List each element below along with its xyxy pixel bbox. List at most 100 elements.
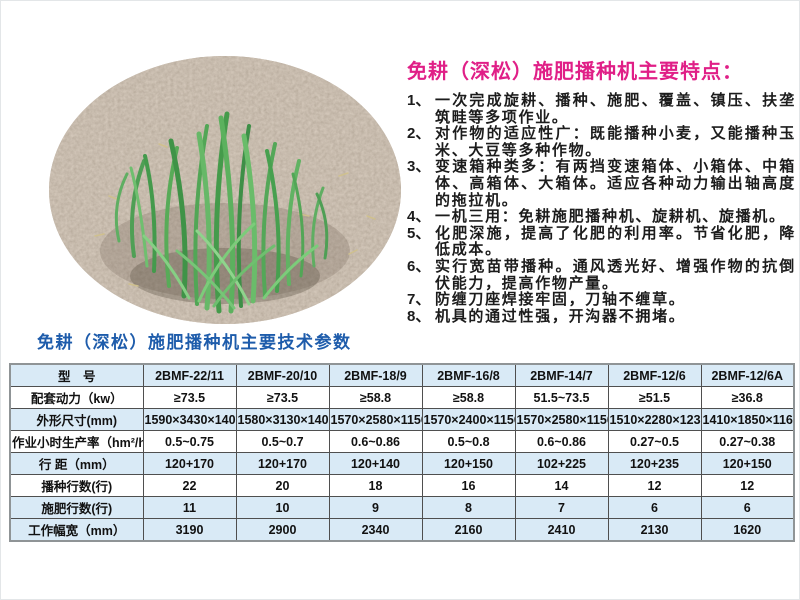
spec-value-cell: 12 xyxy=(700,474,795,497)
spec-value-cell: 16 xyxy=(421,474,516,497)
spec-value-cell: 6 xyxy=(700,496,795,519)
spec-value-cell: ≥36.8 xyxy=(700,386,795,409)
spec-value-cell: 0.6~0.86 xyxy=(328,430,423,453)
features-list: 1、 一次完成旋耕、播种、施肥、覆盖、镇压、扶垄筑畦等多项作业。 2、 对作物的适应… xyxy=(407,92,796,326)
feature-number: 3、 xyxy=(407,158,431,176)
spec-value-cell: 120+140 xyxy=(328,452,423,475)
spec-row: 播种行数(行) 22 20 18 16 14 12 12 xyxy=(9,474,795,497)
spec-value-cell: 0.5~0.7 xyxy=(235,430,330,453)
spec-value-cell: 1570×2580×1150 xyxy=(328,408,423,431)
spec-value-cell: 120+170 xyxy=(235,452,330,475)
model-name-cell: 2BMF-22/11 xyxy=(142,363,237,387)
spec-value-cell: 1510×2280×1230 xyxy=(607,408,702,431)
features-title: 免耕（深松）施肥播种机主要特点： xyxy=(407,61,743,83)
spec-value-cell: 120+235 xyxy=(607,452,702,475)
spec-value-cell: 120+170 xyxy=(142,452,237,475)
spec-value-cell: 10 xyxy=(235,496,330,519)
spec-row-label: 作业小时生产率（hm²/h） xyxy=(9,430,144,453)
feature-text: 一次完成旋耕、播种、施肥、覆盖、镇压、扶垄筑畦等多项作业。 xyxy=(435,92,796,126)
feature-number: 2、 xyxy=(407,125,431,143)
spec-row: 作业小时生产率（hm²/h）0.5~0.750.5~0.70.6~0.860.5… xyxy=(9,430,795,453)
feature-item: 1、 一次完成旋耕、播种、施肥、覆盖、镇压、扶垄筑畦等多项作业。 xyxy=(407,92,796,126)
features-section: 免耕（深松）施肥播种机主要特点： 1、 一次完成旋耕、播种、施肥、覆盖、镇压、扶垄… xyxy=(407,55,796,325)
spec-row-label: 施肥行数(行) xyxy=(9,496,144,519)
spec-value-cell: 1620 xyxy=(700,518,795,542)
spec-value-cell: 9 xyxy=(328,496,423,519)
spec-value-cell: 2340 xyxy=(328,518,423,542)
feature-text: 防缠刀座焊接牢固，刀轴不缠草。 xyxy=(435,291,686,309)
spec-value-cell: ≥73.5 xyxy=(142,386,237,409)
model-name-cell: 2BMF-14/7 xyxy=(514,363,609,387)
spec-row: 外形尺寸(mm) 1590×3430×1400 1580×3130×1400 1570… xyxy=(9,408,795,431)
spec-value-cell: 0.27~0.5 xyxy=(607,430,702,453)
spec-value-cell: 0.5~0.75 xyxy=(142,430,237,453)
spec-value-cell: 120+150 xyxy=(421,452,516,475)
model-header-label: 型 号 xyxy=(9,363,144,387)
model-name-cell: 2BMF-18/9 xyxy=(328,363,423,387)
feature-number: 4、 xyxy=(407,208,431,226)
spec-value-cell: 20 xyxy=(235,474,330,497)
spec-value-cell: 7 xyxy=(514,496,609,519)
spec-table-title: 免耕（深松）施肥播种机主要技术参数 xyxy=(37,333,352,352)
spec-row: 施肥行数(行) 11 10 9 8 7 6 6 xyxy=(9,496,795,519)
spec-value-cell: 1570×2580×1150 xyxy=(514,408,609,431)
spec-value-cell: 0.6~0.86 xyxy=(514,430,609,453)
spec-value-cell: 8 xyxy=(421,496,516,519)
spec-value-cell: 12 xyxy=(607,474,702,497)
spec-value-cell: ≥73.5 xyxy=(235,386,330,409)
spec-value-cell: 2900 xyxy=(235,518,330,542)
feature-item: 8、 机具的通过性强，开沟器不拥堵。 xyxy=(407,307,796,326)
spec-row-label: 工作幅宽（mm） xyxy=(9,518,144,542)
spec-value-cell: 2160 xyxy=(421,518,516,542)
feature-text: 一机三用：免耕施肥播种机、旋耕机、旋播机。 xyxy=(435,208,786,226)
feature-number: 5、 xyxy=(407,224,431,242)
spec-value-cell: 1590×3430×1400 xyxy=(142,408,237,431)
spec-value-cell: 120+150 xyxy=(700,452,795,475)
model-name-cell: 2BMF-12/6 xyxy=(607,363,702,387)
feature-text: 机具的通过性强，开沟器不拥堵。 xyxy=(435,307,686,325)
spec-value-cell: 2130 xyxy=(607,518,702,542)
spec-value-cell: 1570×2400×1150 xyxy=(421,408,516,431)
feature-item: 6、 实行宽苗带播种。通风透光好、增强作物的抗倒伏能力，提高作物产量。 xyxy=(407,257,796,292)
model-name-cell: 2BMF-12/6A xyxy=(700,363,795,387)
spec-row: 配套动力（kw） ≥73.5 ≥73.5 ≥58.8 ≥58.8 51.5~73.5 ≥51… xyxy=(9,386,795,409)
feature-item: 5、 化肥深施，提高了化肥的利用率。节省化肥，降低成本。 xyxy=(407,224,796,259)
feature-number: 8、 xyxy=(407,307,431,325)
spec-value-cell: ≥58.8 xyxy=(421,386,516,409)
spec-row-label: 行 距（mm） xyxy=(9,452,144,475)
spec-table-body: 型 号 2BMF-22/11 2BMF-20/10 2BMF-18/9 2BMF-16/… xyxy=(9,363,795,542)
spec-header-row: 型 号 2BMF-22/11 2BMF-20/10 2BMF-18/9 2BMF-16/… xyxy=(9,363,795,387)
spec-value-cell: 6 xyxy=(607,496,702,519)
feature-number: 7、 xyxy=(407,291,431,309)
seedlings-photo xyxy=(49,56,401,324)
spec-value-cell: 18 xyxy=(328,474,423,497)
feature-item: 3、 变速箱种类多：有两挡变速箱体、小箱体、中箱体、高箱体、大箱体。适应各种动力输… xyxy=(407,159,796,209)
spec-value-cell: ≥51.5 xyxy=(607,386,702,409)
spec-value-cell: 102+225 xyxy=(514,452,609,475)
spec-value-cell: 1410×1850×1160 xyxy=(700,408,795,431)
feature-item: 4、 一机三用：免耕施肥播种机、旋耕机、旋播机。 xyxy=(407,208,796,226)
model-name-cell: 2BMF-16/8 xyxy=(421,363,516,387)
spec-row-label: 外形尺寸(mm) xyxy=(9,408,144,431)
spec-row-label: 配套动力（kw） xyxy=(9,386,144,409)
spec-value-cell: 14 xyxy=(514,474,609,497)
spec-value-cell: 22 xyxy=(142,474,237,497)
spec-value-cell: ≥58.8 xyxy=(328,386,423,409)
feature-number: 6、 xyxy=(407,257,431,275)
spec-value-cell: 11 xyxy=(142,496,237,519)
feature-item: 2、 对作物的适应性广：既能播种小麦，又能播种玉米、大豆等多种作物。 xyxy=(407,125,796,159)
feature-item: 7、 防缠刀座焊接牢固，刀轴不缠草。 xyxy=(407,291,796,309)
feature-text: 对作物的适应性广：既能播种小麦，又能播种玉米、大豆等多种作物。 xyxy=(435,125,796,159)
spec-value-cell: 0.5~0.8 xyxy=(421,430,516,453)
spec-value-cell: 2410 xyxy=(514,518,609,542)
seedlings-photo-graphic xyxy=(49,56,401,324)
model-name-cell: 2BMF-20/10 xyxy=(235,363,330,387)
spec-row: 行 距（mm） 120+170 120+170 120+140 120+150 102+2… xyxy=(9,452,795,475)
spec-table: 型 号 2BMF-22/11 2BMF-20/10 2BMF-18/9 2BMF-16/… xyxy=(9,363,795,542)
feature-text: 化肥深施，提高了化肥的利用率。节省化肥，降低成本。 xyxy=(435,224,796,259)
feature-text: 变速箱种类多：有两挡变速箱体、小箱体、中箱体、高箱体、大箱体。适应各种动力输出轴… xyxy=(435,158,796,209)
feature-number: 1、 xyxy=(407,92,431,109)
spec-value-cell: 0.27~0.38 xyxy=(700,430,795,453)
spec-row-label: 播种行数(行) xyxy=(9,474,144,497)
